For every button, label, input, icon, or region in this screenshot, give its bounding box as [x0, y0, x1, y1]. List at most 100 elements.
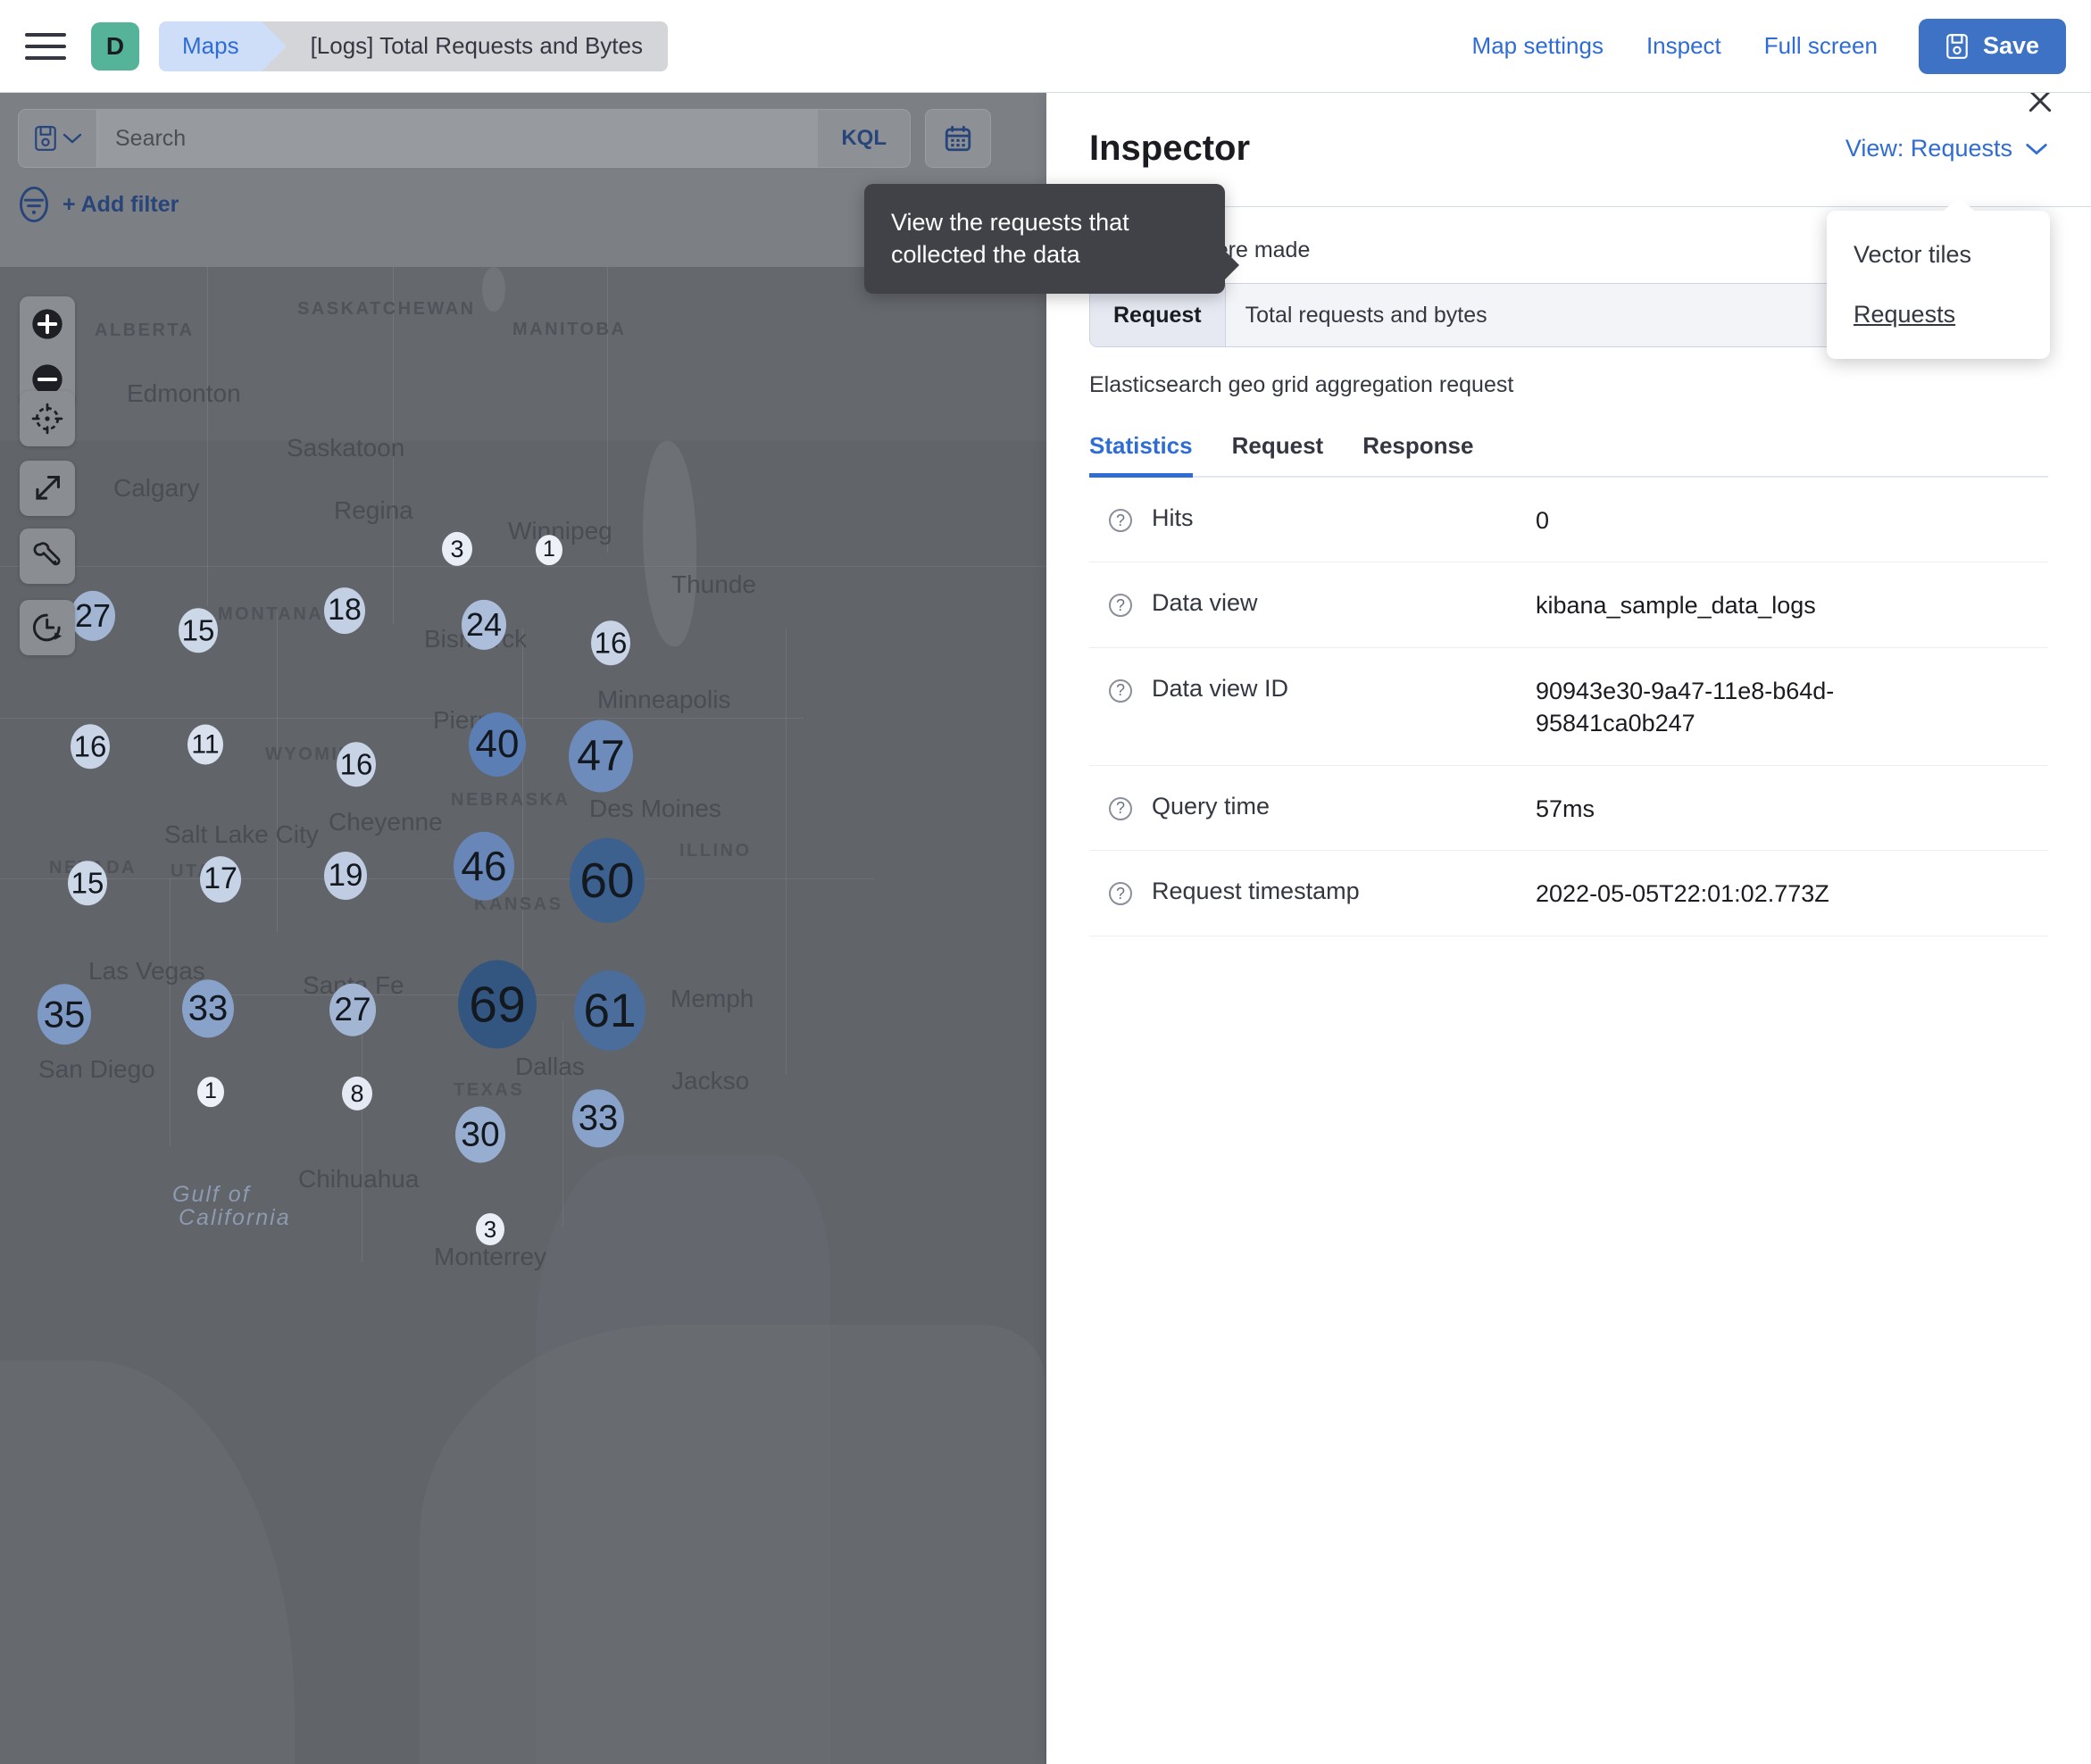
zoom-controls — [20, 296, 75, 407]
map-cluster-marker[interactable]: 60 — [570, 837, 645, 923]
map-cluster-marker[interactable]: 61 — [574, 970, 646, 1051]
query-language-button[interactable]: KQL — [841, 126, 887, 150]
view-menu-item-requests[interactable]: Requests — [1854, 301, 1956, 328]
avatar[interactable]: D — [91, 21, 139, 71]
map-cluster-marker[interactable]: 33 — [572, 1089, 624, 1148]
request-select[interactable]: Request Total requests and bytes — [1089, 283, 1887, 347]
map-cluster-marker[interactable]: 19 — [324, 852, 367, 900]
map-cluster-marker[interactable]: 46 — [454, 831, 514, 901]
statistic-value: kibana_sample_data_logs — [1536, 592, 1816, 620]
draw-distance-button[interactable] — [20, 461, 75, 516]
hamburger-menu-icon[interactable] — [25, 29, 66, 64]
map-cluster-marker[interactable]: 17 — [200, 856, 241, 903]
map-settings-button[interactable]: Map settings — [1471, 32, 1604, 59]
map-cluster-marker[interactable]: 15 — [179, 608, 218, 653]
map-container[interactable]: SASKATCHEWAN MANITOBA ALBERTA MONTANA WYOMIN… — [0, 93, 1046, 1764]
state-border — [522, 628, 523, 1003]
view-menu-item-vector-tiles[interactable]: Vector tiles — [1854, 241, 1972, 268]
view-selector-label: View: Requests — [1845, 135, 2012, 162]
close-button[interactable] — [2020, 80, 2061, 121]
search-row: KQL — [18, 109, 991, 168]
breadcrumb-item-maps[interactable]: Maps — [159, 21, 287, 71]
view-selector-button[interactable]: View: Requests — [1845, 135, 2048, 162]
state-border — [0, 566, 1046, 567]
zoom-in-button[interactable] — [20, 296, 75, 352]
date-picker-button[interactable] — [925, 109, 991, 168]
map-cluster-marker[interactable]: 33 — [182, 979, 234, 1038]
statistic-label: Hits — [1152, 504, 1194, 531]
table-row: ? Data view kibana_sample_data_logs — [1089, 562, 2048, 648]
map-cluster-marker[interactable]: 27 — [71, 590, 115, 642]
breadcrumb-item-current[interactable]: [Logs] Total Requests and Bytes — [262, 21, 668, 71]
save-disk-icon — [1946, 33, 1968, 59]
map-cluster-marker[interactable]: 30 — [455, 1106, 505, 1163]
wrench-icon — [33, 542, 61, 566]
map-cluster-marker[interactable]: 16 — [591, 620, 630, 665]
table-row: ? Query time 57ms — [1089, 766, 2048, 852]
map-cluster-marker[interactable]: 1 — [197, 1077, 224, 1107]
inspector-panel: Inspector View: Requests 2 requests were… — [1046, 89, 2091, 1764]
zoom-out-button[interactable] — [20, 352, 75, 407]
filter-icon[interactable] — [18, 186, 50, 223]
search-bar[interactable]: KQL — [18, 109, 911, 168]
statistic-value: 2022-05-05T22:01:02.773Z — [1536, 880, 1829, 908]
tab-statistics[interactable]: Statistics — [1089, 432, 1193, 478]
tab-request[interactable]: Request — [1231, 432, 1324, 459]
map-cluster-marker[interactable]: 3 — [442, 531, 472, 567]
map-cluster-marker[interactable]: 16 — [71, 724, 110, 769]
statistics-table: ? Hits 0? Data view kibana_sample_data_logs?… — [1089, 478, 2048, 936]
map-cluster-marker[interactable]: 8 — [342, 1076, 372, 1111]
map-cluster-marker[interactable]: 16 — [337, 742, 376, 786]
map-cluster-marker[interactable]: 15 — [68, 861, 107, 905]
map-cluster-marker[interactable]: 11 — [187, 724, 223, 765]
tools-button[interactable] — [20, 528, 75, 584]
state-border — [207, 267, 208, 606]
full-screen-button[interactable]: Full screen — [1763, 32, 1878, 59]
statistic-value: 90943e30-9a47-11e8-b64d-95841ca0b247 — [1536, 677, 1835, 737]
map-cluster-marker[interactable]: 1 — [536, 535, 562, 565]
map-cluster-marker[interactable]: 69 — [458, 960, 537, 1049]
map-cluster-marker[interactable]: 3 — [476, 1213, 504, 1245]
statistic-label: Data view — [1152, 589, 1258, 617]
chevron-down-icon — [2026, 143, 2047, 154]
clock-play-icon — [32, 613, 62, 642]
question-in-circle-icon[interactable]: ? — [1109, 678, 1132, 703]
map-canvas[interactable]: SASKATCHEWAN MANITOBA ALBERTA MONTANA WYOMIN… — [0, 93, 1046, 1764]
fit-to-data-button[interactable] — [20, 391, 75, 446]
statistic-value: 0 — [1536, 507, 1550, 534]
map-region-label: MANITOBA — [512, 320, 627, 339]
inspector-header: Inspector View: Requests — [1046, 89, 2091, 207]
question-in-circle-icon[interactable]: ? — [1109, 796, 1132, 820]
view-dropdown-menu: Vector tiles Requests — [1827, 196, 2050, 359]
state-border — [0, 718, 804, 719]
expand-arrow-icon — [36, 476, 60, 500]
save-button[interactable]: Save — [1918, 18, 2066, 74]
question-in-circle-icon[interactable]: ? — [1109, 882, 1132, 906]
question-in-circle-icon[interactable]: ? — [1109, 594, 1132, 618]
search-input[interactable] — [97, 110, 819, 167]
state-border — [0, 878, 875, 879]
saved-query-button[interactable] — [19, 110, 97, 167]
fit-to-data-control — [20, 391, 75, 446]
statistic-label: Query time — [1152, 792, 1270, 820]
request-select-value: Total requests and bytes — [1245, 302, 1487, 328]
tooltip-content: View the requests that collected the dat… — [864, 184, 1239, 295]
add-filter-button[interactable]: + Add filter — [62, 191, 179, 217]
timeslider-button[interactable] — [20, 600, 75, 655]
map-cluster-marker[interactable]: 18 — [324, 587, 365, 634]
question-in-circle-icon[interactable]: ? — [1109, 509, 1132, 532]
statistic-value: 57ms — [1536, 795, 1595, 822]
map-cluster-marker[interactable]: 40 — [469, 712, 526, 777]
map-cluster-marker[interactable]: 35 — [37, 984, 91, 1044]
map-cluster-marker[interactable]: 47 — [569, 720, 633, 793]
statistic-label: Request timestamp — [1152, 878, 1360, 905]
state-border — [786, 628, 787, 1075]
inspect-button[interactable]: Inspect — [1645, 32, 1721, 59]
state-border — [393, 267, 394, 624]
statistic-label: Data view ID — [1152, 674, 1289, 702]
map-cluster-marker[interactable]: 24 — [462, 599, 506, 651]
app-header: D Maps [Logs] Total Requests and Bytes M… — [0, 0, 2091, 93]
map-region-label: SASKATCHEWAN — [297, 299, 476, 319]
tab-response[interactable]: Response — [1362, 432, 1474, 459]
map-cluster-marker[interactable]: 27 — [329, 983, 376, 1036]
